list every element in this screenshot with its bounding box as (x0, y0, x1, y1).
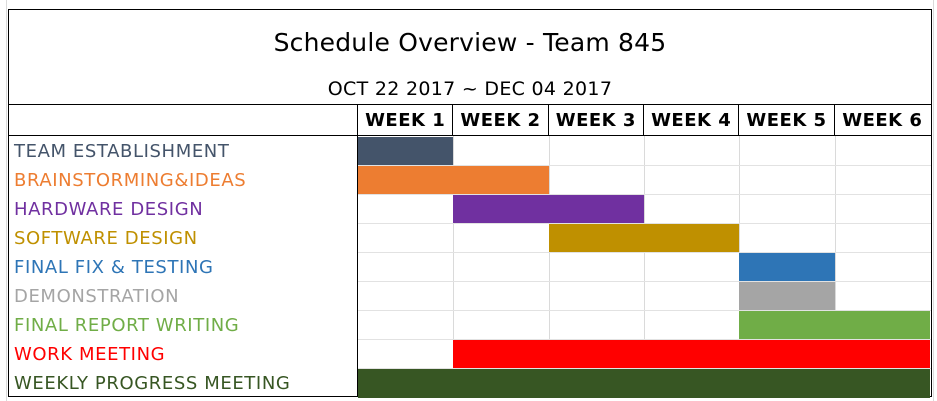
row-gridline (358, 368, 931, 369)
week-header[interactable]: WEEK 1 (358, 105, 454, 135)
task-bar[interactable] (358, 166, 549, 195)
task-bar[interactable] (453, 195, 644, 224)
row-gridline (358, 223, 931, 224)
gantt-chart: WEEK 1 WEEK 2 WEEK 3 WEEK 4 WEEK 5 WEEK 6 TEA… (8, 104, 932, 398)
week-header[interactable]: WEEK 3 (549, 105, 644, 135)
task-bar[interactable] (548, 224, 740, 253)
task-label[interactable]: DEMONSTRATION (14, 286, 180, 307)
week-header[interactable]: WEEK 5 (739, 105, 835, 135)
task-label[interactable]: HARDWARE DESIGN (14, 199, 204, 220)
row-gridline (358, 165, 931, 166)
task-bar[interactable] (739, 253, 835, 282)
week-gridline (453, 136, 455, 396)
task-bar[interactable] (453, 340, 930, 369)
sheet-gridline (6, 0, 7, 401)
task-label-column (9, 105, 358, 396)
row-gridline (358, 194, 931, 195)
week-header[interactable]: WEEK 6 (842, 109, 923, 131)
week-header-row: WEEK 1 WEEK 2 WEEK 3 WEEK 4 WEEK 5 WEEK 6 (358, 105, 931, 136)
row-gridline (358, 339, 931, 340)
task-bar[interactable] (739, 282, 835, 311)
row-gridline (358, 281, 931, 282)
date-range: OCT 22 2017 ~ DEC 04 2017 (327, 78, 613, 100)
week-gridline (644, 136, 645, 396)
week-header[interactable]: WEEK 2 (453, 105, 549, 135)
task-label[interactable]: SOFTWARE DESIGN (14, 228, 198, 249)
week-header[interactable]: WEEK 4 (644, 105, 740, 135)
task-bar[interactable] (358, 137, 454, 166)
task-bar[interactable] (739, 311, 930, 340)
task-label[interactable]: FINAL FIX & TESTING (14, 257, 214, 278)
row-gridline (358, 252, 931, 253)
task-label[interactable]: TEAM ESTABLISHMENT (14, 141, 230, 162)
task-label[interactable]: WEEKLY PROGRESS MEETING (14, 373, 291, 394)
task-bar[interactable] (358, 369, 930, 398)
task-header-cell[interactable] (9, 105, 358, 136)
task-label[interactable]: FINAL REPORT WRITING (14, 315, 240, 336)
sheet-gridline (933, 0, 934, 401)
week-gridline (548, 136, 550, 396)
week-gridline (834, 136, 836, 396)
page-title: Schedule Overview - Team 845 (273, 27, 667, 57)
task-label[interactable]: WORK MEETING (14, 344, 166, 365)
date-range-cell[interactable]: OCT 22 2017 ~ DEC 04 2017 (8, 74, 932, 105)
row-gridline (358, 310, 931, 311)
task-label[interactable]: BRAINSTORMING&IDEAS (14, 170, 247, 191)
title-cell[interactable]: Schedule Overview - Team 845 (8, 9, 932, 75)
